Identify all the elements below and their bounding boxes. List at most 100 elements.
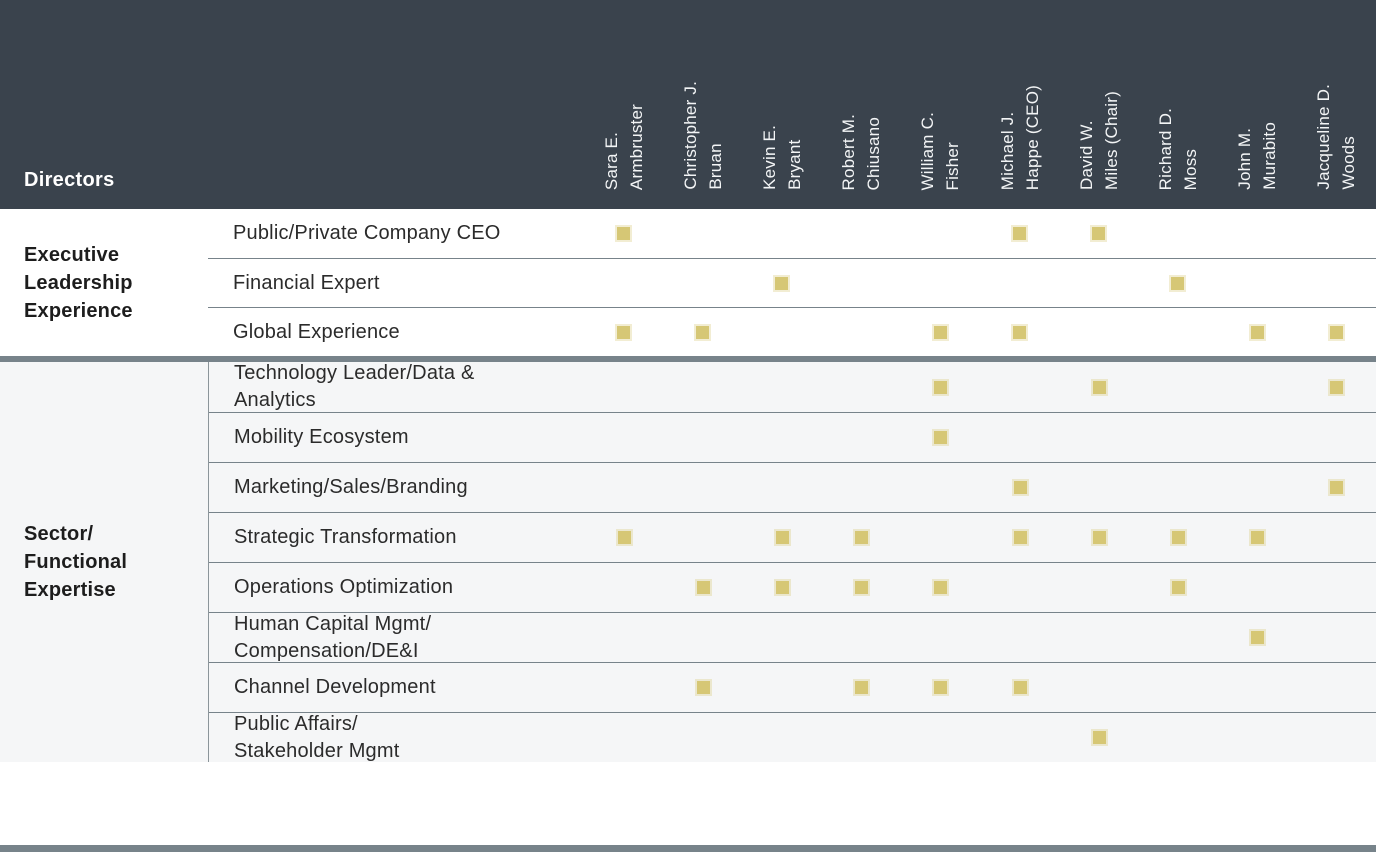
marker-cell xyxy=(1218,259,1297,307)
skill-marker-cells xyxy=(585,713,1376,762)
skill-row: Marketing/Sales/Branding xyxy=(209,462,1376,512)
expertise-marker xyxy=(618,531,632,544)
section-group-label: Executive Leadership Experience xyxy=(24,243,133,322)
section-rows: Technology Leader/Data & Analytics Mobili… xyxy=(208,362,1376,762)
marker-cell xyxy=(743,463,822,512)
marker-cell xyxy=(1060,463,1139,512)
marker-cell xyxy=(980,259,1059,307)
expertise-marker xyxy=(776,581,790,594)
expertise-marker xyxy=(1329,481,1343,494)
marker-cell xyxy=(663,308,742,356)
marker-cell xyxy=(980,463,1059,512)
expertise-marker xyxy=(934,681,948,694)
marker-cell xyxy=(584,209,663,258)
director-name: Kevin E. Bryant xyxy=(759,125,804,190)
marker-cell xyxy=(901,463,980,512)
marker-cell xyxy=(743,613,822,662)
expertise-marker xyxy=(1013,325,1027,339)
marker-cell xyxy=(822,259,901,307)
marker-cell xyxy=(585,463,664,512)
marker-cell xyxy=(585,613,664,662)
marker-cell xyxy=(980,613,1059,662)
marker-cell xyxy=(664,463,743,512)
marker-cell xyxy=(1060,513,1139,562)
marker-cell xyxy=(1218,413,1297,462)
director-column-header: Robert M. Chiusano xyxy=(822,0,901,209)
marker-cell xyxy=(1059,308,1138,356)
marker-cell xyxy=(742,259,821,307)
marker-cell xyxy=(1060,663,1139,712)
marker-cell xyxy=(1218,663,1297,712)
marker-cell xyxy=(822,463,901,512)
marker-cell xyxy=(585,563,664,612)
skill-marker-cells xyxy=(585,413,1376,462)
skill-marker-cells xyxy=(585,463,1376,512)
marker-cell xyxy=(742,308,821,356)
marker-cell xyxy=(663,259,742,307)
skill-row: Channel Development xyxy=(209,662,1376,712)
director-column-header: David W. Miles (Chair) xyxy=(1059,0,1138,209)
marker-cell xyxy=(980,413,1059,462)
marker-cell xyxy=(1138,209,1217,258)
skill-label: Mobility Ecosystem xyxy=(234,426,409,448)
expertise-marker xyxy=(1171,531,1185,544)
marker-cell xyxy=(822,308,901,356)
marker-cell xyxy=(822,713,901,762)
skill-marker-cells xyxy=(585,362,1376,412)
skill-label: Global Experience xyxy=(233,320,400,343)
skill-label: Financial Expert xyxy=(233,271,380,294)
marker-cell xyxy=(743,362,822,412)
marker-cell xyxy=(1138,259,1217,307)
marker-cell xyxy=(1297,563,1376,612)
director-column-header: William C. Fisher xyxy=(901,0,980,209)
expertise-marker xyxy=(1250,631,1264,644)
marker-cell xyxy=(1060,413,1139,462)
marker-cell xyxy=(1297,663,1376,712)
director-column-header: Jacqueline D. Woods xyxy=(1297,0,1376,209)
marker-cell xyxy=(585,663,664,712)
directors-header-label: Directors xyxy=(24,169,115,191)
marker-cell xyxy=(743,713,822,762)
marker-cell xyxy=(1139,413,1218,462)
marker-cell xyxy=(901,613,980,662)
marker-cell xyxy=(1139,362,1218,412)
skill-row: Public/Private Company CEO xyxy=(208,209,1376,258)
marker-cell xyxy=(822,413,901,462)
marker-cell xyxy=(980,513,1059,562)
marker-cell xyxy=(1060,563,1139,612)
expertise-marker xyxy=(934,581,948,594)
expertise-marker xyxy=(617,227,631,240)
marker-cell xyxy=(901,713,980,762)
director-column-header: Sara E. Armbruster xyxy=(584,0,663,209)
marker-cell xyxy=(1218,308,1297,356)
marker-cell xyxy=(1060,713,1139,762)
skill-label: Technology Leader/Data & Analytics xyxy=(234,362,475,411)
marker-cell xyxy=(1218,713,1297,762)
director-name: Michael J. Happe (CEO) xyxy=(997,84,1042,190)
skill-marker-cells xyxy=(584,308,1376,356)
expertise-marker xyxy=(1329,325,1343,339)
marker-cell xyxy=(980,308,1059,356)
director-column-header: John M. Murabito xyxy=(1218,0,1297,209)
marker-cell xyxy=(664,613,743,662)
skill-row: Human Capital Mgmt/ Compensation/DE&I xyxy=(209,612,1376,662)
director-name: Robert M. Chiusano xyxy=(839,113,884,190)
marker-cell xyxy=(822,513,901,562)
marker-cell xyxy=(1059,259,1138,307)
expertise-marker xyxy=(1092,731,1106,744)
marker-cell xyxy=(585,713,664,762)
marker-cell xyxy=(1139,513,1218,562)
skill-row: Global Experience xyxy=(208,307,1376,356)
marker-cell xyxy=(1139,713,1218,762)
expertise-marker xyxy=(855,531,869,544)
marker-cell xyxy=(742,209,821,258)
expertise-marker xyxy=(1013,481,1027,494)
marker-cell xyxy=(1218,613,1297,662)
marker-cell xyxy=(584,308,663,356)
expertise-marker xyxy=(934,431,948,444)
matrix-body: Executive Leadership Experience Public/Pr… xyxy=(0,209,1376,762)
marker-cell xyxy=(664,563,743,612)
expertise-marker xyxy=(1250,325,1264,339)
marker-cell xyxy=(901,513,980,562)
marker-cell xyxy=(1218,463,1297,512)
